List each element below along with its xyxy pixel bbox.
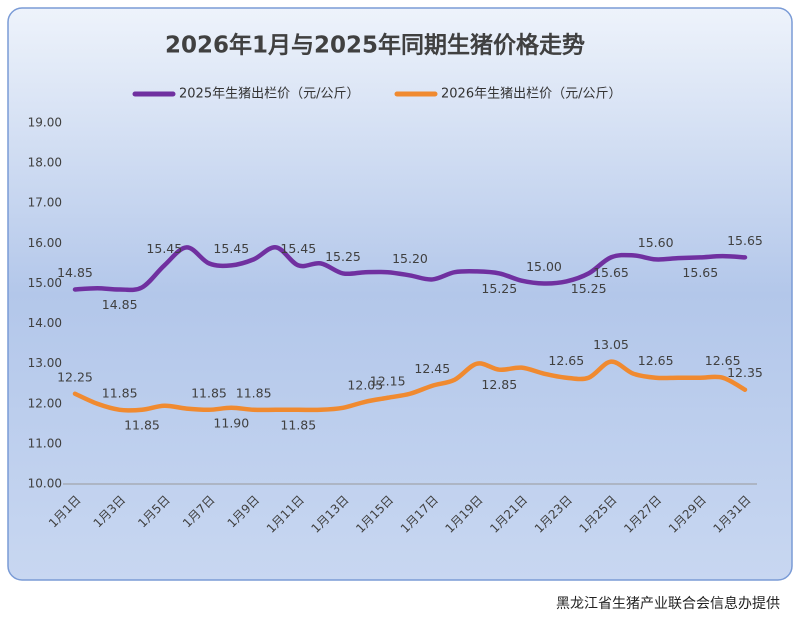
- y-tick-label: 18.00: [28, 156, 62, 170]
- data-label: 15.25: [571, 281, 607, 296]
- data-label: 15.45: [146, 241, 182, 256]
- data-label: 15.60: [638, 235, 674, 250]
- y-tick-label: 19.00: [28, 116, 62, 130]
- y-tick-label: 13.00: [28, 356, 62, 370]
- series-line: [72, 245, 748, 293]
- data-label: 12.45: [414, 361, 450, 376]
- data-label: 14.85: [102, 297, 138, 312]
- y-tick-label: 17.00: [28, 196, 62, 210]
- data-label: 14.85: [57, 265, 93, 280]
- y-tick-label: 12.00: [28, 396, 62, 410]
- data-label: 15.65: [593, 265, 629, 280]
- data-label: 11.85: [124, 417, 160, 432]
- data-label: 11.85: [236, 385, 272, 400]
- data-label: 15.65: [682, 265, 718, 280]
- data-label: 13.05: [593, 337, 629, 352]
- data-label: 12.05: [347, 377, 383, 392]
- data-label: 11.85: [280, 417, 316, 432]
- y-tick-label: 16.00: [28, 236, 62, 250]
- y-tick-label: 10.00: [28, 477, 62, 491]
- data-label: 15.00: [526, 259, 562, 274]
- data-label: 15.20: [392, 251, 428, 266]
- y-tick-label: 14.00: [28, 316, 62, 330]
- data-label: 12.35: [727, 365, 763, 380]
- legend-label: 2026年生猪出栏价（元/公斤）: [441, 87, 621, 102]
- legend-label: 2025年生猪出栏价（元/公斤）: [179, 87, 359, 102]
- data-label: 15.45: [280, 241, 316, 256]
- data-label: 12.65: [548, 353, 584, 368]
- data-label: 11.85: [102, 385, 138, 400]
- source: 黑龙江省生猪产业联合会信息办提供: [556, 595, 780, 612]
- data-label: 11.90: [213, 415, 249, 430]
- chart-title: 2026年1月与2025年同期生猪价格走势: [165, 32, 585, 59]
- y-tick-label: 15.00: [28, 276, 62, 290]
- data-label: 11.85: [191, 385, 227, 400]
- data-label: 12.65: [705, 353, 741, 368]
- data-label: 12.15: [370, 373, 406, 388]
- chart-frame: [7, 7, 793, 581]
- data-label: 15.65: [727, 233, 763, 248]
- data-label: 15.25: [325, 249, 361, 264]
- series-line: [72, 359, 748, 413]
- y-tick-label: 11.00: [28, 436, 62, 450]
- data-label: 15.25: [481, 281, 517, 296]
- data-label: 12.85: [481, 377, 517, 392]
- data-label: 12.25: [57, 369, 93, 384]
- data-label: 15.45: [213, 241, 249, 256]
- data-label: 12.65: [638, 353, 674, 368]
